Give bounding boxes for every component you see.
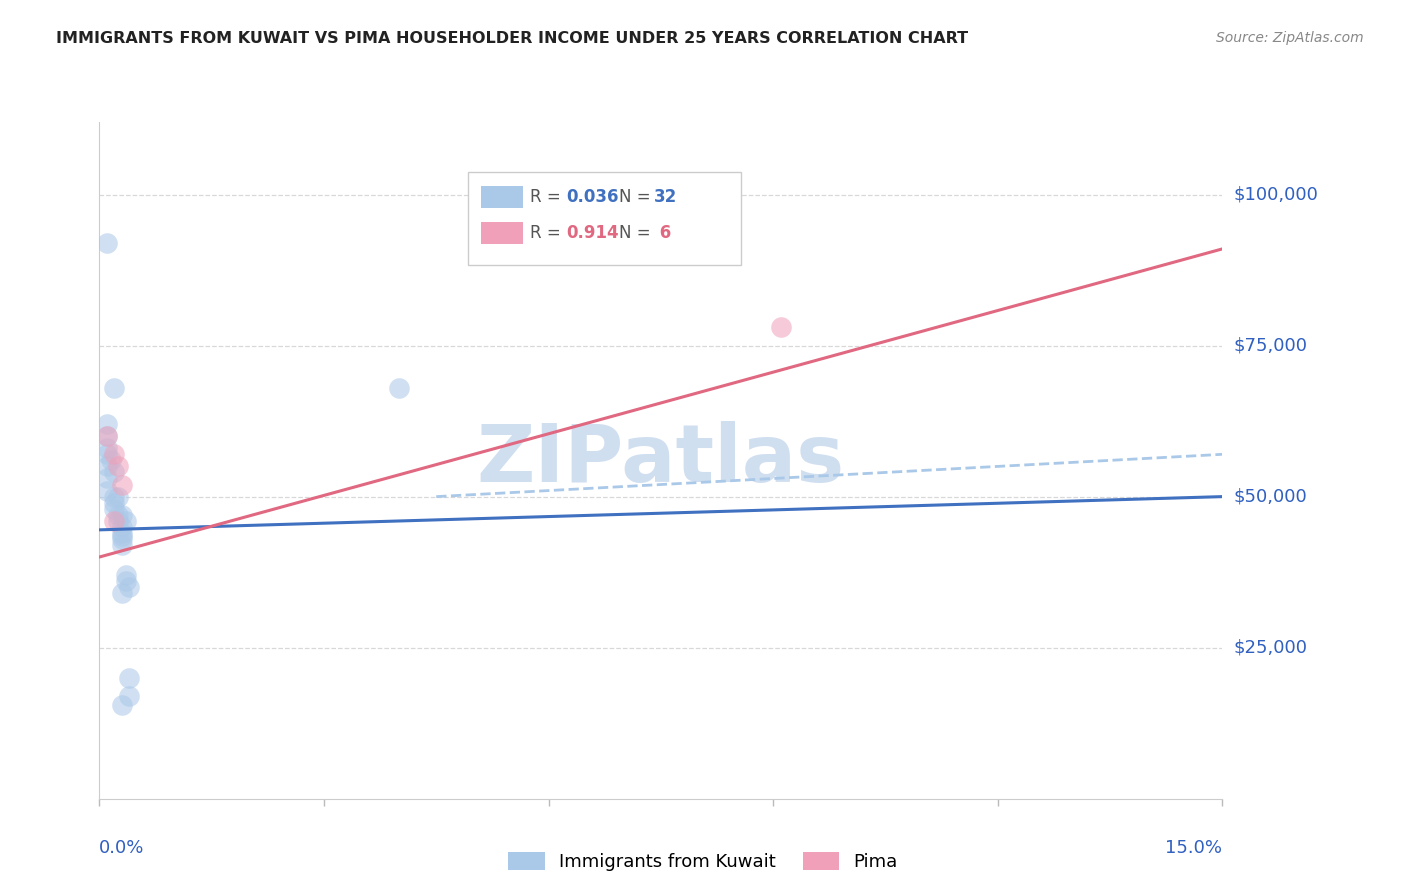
Point: [103, 381, 125, 395]
Point: [114, 574, 136, 589]
Point: [96, 429, 118, 443]
Point: [107, 514, 129, 528]
Point: [103, 447, 125, 461]
Point: [111, 529, 134, 543]
Text: IMMIGRANTS FROM KUWAIT VS PIMA HOUSEHOLDER INCOME UNDER 25 YEARS CORRELATION CHA: IMMIGRANTS FROM KUWAIT VS PIMA HOUSEHOLD…: [56, 31, 969, 46]
Point: [96, 483, 118, 498]
Text: ZIPatlas: ZIPatlas: [477, 421, 845, 500]
Text: 0.0%: 0.0%: [100, 839, 145, 857]
Legend: Immigrants from Kuwait, Pima: Immigrants from Kuwait, Pima: [501, 846, 905, 879]
Point: [96, 471, 118, 485]
Text: 6: 6: [654, 224, 671, 242]
Text: $25,000: $25,000: [1233, 639, 1308, 657]
Point: [103, 466, 125, 480]
Point: [111, 586, 134, 600]
Point: [100, 453, 122, 467]
Point: [107, 459, 129, 474]
Text: 0.036: 0.036: [567, 188, 619, 206]
Point: [388, 381, 411, 395]
Text: 0.914: 0.914: [567, 224, 619, 242]
Point: [111, 698, 134, 712]
Point: [107, 490, 129, 504]
Point: [96, 417, 118, 431]
Point: [96, 429, 118, 443]
Text: $50,000: $50,000: [1233, 488, 1308, 506]
Text: 32: 32: [654, 188, 678, 206]
Text: R =: R =: [530, 224, 567, 242]
Point: [111, 538, 134, 552]
Point: [114, 568, 136, 582]
Point: [769, 320, 792, 334]
Point: [114, 514, 136, 528]
Text: N =: N =: [619, 224, 655, 242]
Point: [111, 532, 134, 546]
Point: [96, 235, 118, 250]
Point: [96, 459, 118, 474]
Point: [111, 525, 134, 540]
Point: [111, 508, 134, 522]
Point: [107, 508, 129, 522]
Text: 15.0%: 15.0%: [1166, 839, 1222, 857]
Point: [96, 447, 118, 461]
Point: [103, 514, 125, 528]
Point: [118, 671, 141, 685]
Text: $100,000: $100,000: [1233, 186, 1319, 203]
Text: $75,000: $75,000: [1233, 336, 1308, 355]
Point: [103, 501, 125, 516]
Text: N =: N =: [619, 188, 655, 206]
Point: [111, 520, 134, 534]
Point: [118, 689, 141, 703]
Point: [118, 580, 141, 594]
Text: Source: ZipAtlas.com: Source: ZipAtlas.com: [1216, 31, 1364, 45]
Point: [103, 496, 125, 510]
Point: [96, 442, 118, 456]
Text: R =: R =: [530, 188, 567, 206]
Point: [103, 490, 125, 504]
Point: [111, 477, 134, 491]
